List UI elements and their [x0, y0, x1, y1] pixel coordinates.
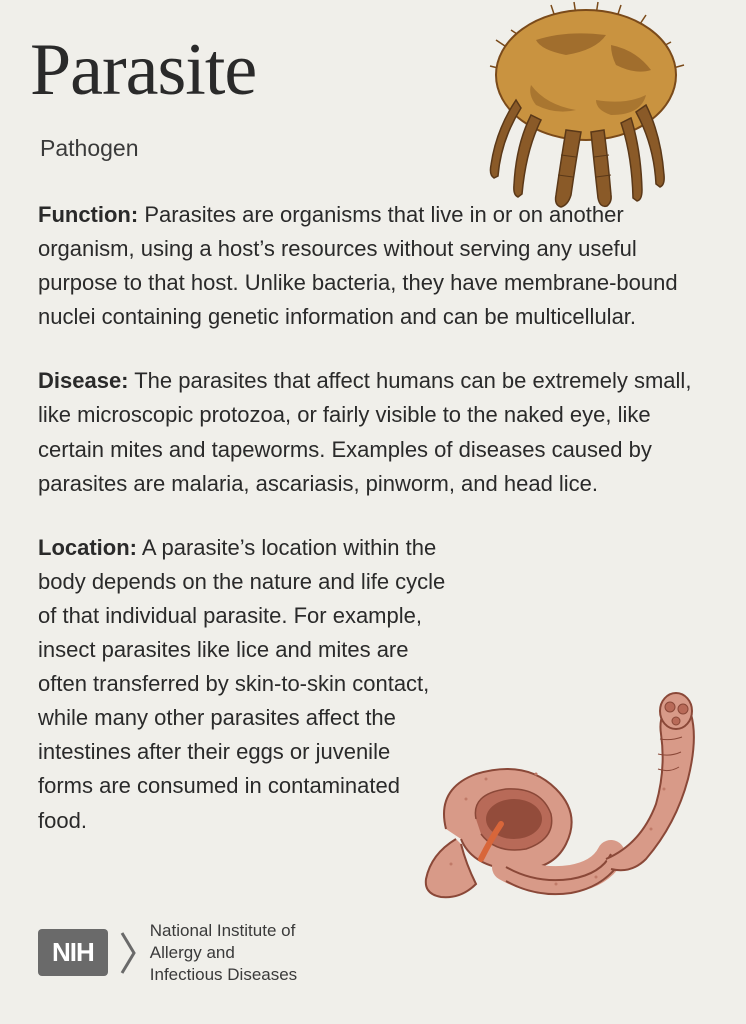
mite-illustration-icon [436, 0, 726, 220]
disease-text: The parasites that affect humans can be … [38, 368, 691, 495]
org-name: National Institute of Allergy and Infect… [150, 920, 297, 986]
page-title: Parasite [30, 28, 256, 113]
function-section: Function: Parasites are organisms that l… [38, 198, 708, 334]
chevron-right-icon [120, 931, 138, 975]
tapeworm-illustration-icon [406, 689, 726, 909]
nih-badge: NIH [38, 929, 108, 976]
footer: NIH National Institute of Allergy and In… [38, 920, 297, 986]
location-text: A parasite’s location within the body de… [38, 535, 445, 833]
disease-label: Disease: [38, 368, 129, 393]
location-label: Location: [38, 535, 137, 560]
disease-section: Disease: The parasites that affect human… [38, 364, 708, 500]
function-label: Function: [38, 202, 138, 227]
subtitle: Pathogen [40, 135, 138, 162]
